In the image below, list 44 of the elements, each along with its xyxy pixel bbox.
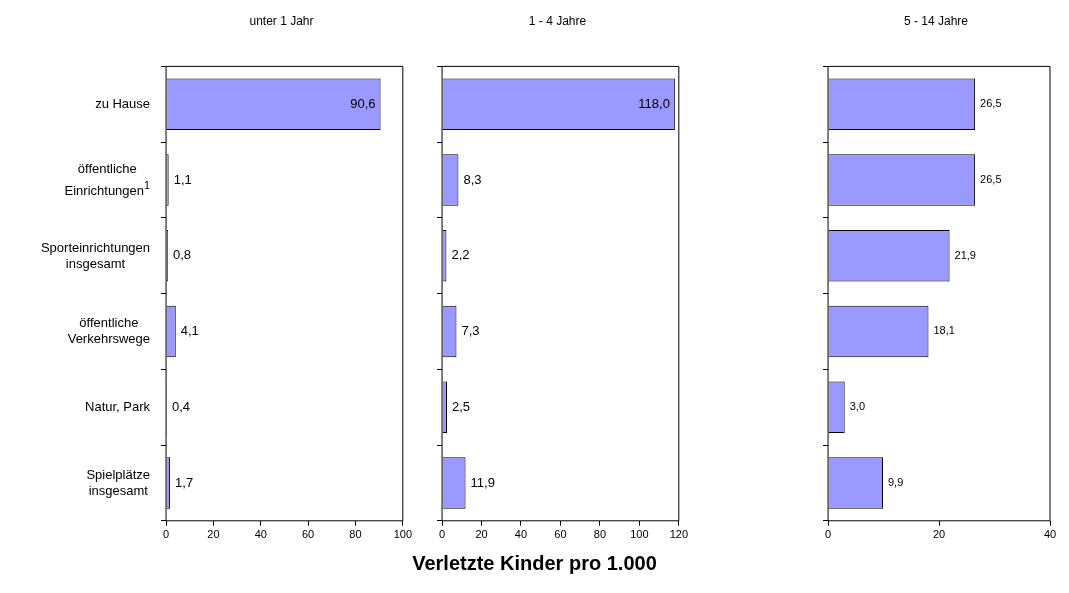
y-tick-label: zu Hause xyxy=(95,96,151,113)
data-label: 21,9 xyxy=(954,248,976,261)
x-tick-label: 60 xyxy=(301,528,315,541)
y-tick-label: öffentliche Verkehrswege xyxy=(67,315,151,348)
data-label: 3,0 xyxy=(849,400,865,413)
x-tick-label: 0 xyxy=(163,528,170,541)
data-label: 1,1 xyxy=(173,171,192,187)
chart-title: 1 - 4 Jahre xyxy=(528,13,587,28)
data-label: 9,9 xyxy=(887,475,904,488)
data-label: 2,2 xyxy=(451,247,470,263)
x-tick-label: 120 xyxy=(669,528,688,541)
data-label: 0,8 xyxy=(172,247,192,263)
y-tick-label: Natur, Park xyxy=(85,399,151,416)
y-tick-label: Spielplätze insgesamt xyxy=(86,466,151,499)
x-tick-label: 20 xyxy=(207,528,220,541)
x-tick-label: 0 xyxy=(439,528,446,541)
chart-title: unter 1 Jahr xyxy=(249,13,314,28)
chart-title: 5 - 14 Jahre xyxy=(903,13,969,28)
x-tick-label: 100 xyxy=(393,528,412,541)
data-label: 90,6 xyxy=(350,95,376,111)
x-tick-label: 100 xyxy=(630,528,649,541)
data-label: 7,3 xyxy=(461,323,480,339)
data-label: 1,7 xyxy=(175,474,194,490)
x-tick-label: 40 xyxy=(514,528,528,541)
x-tick-label: 20 xyxy=(475,528,488,541)
x-tick-label: 20 xyxy=(932,528,946,541)
x-tick-label: 80 xyxy=(349,528,362,541)
data-label: 118,0 xyxy=(638,95,670,111)
data-label: 11,9 xyxy=(470,474,495,490)
data-label: 26,5 xyxy=(980,173,1002,186)
x-axis-title: Verletzte Kinder pro 1.000 xyxy=(411,552,658,575)
x-tick-label: 40 xyxy=(254,528,267,541)
x-tick-label: 0 xyxy=(825,528,832,541)
data-label: 4,1 xyxy=(180,323,199,339)
y-tick-label: Sporteinrichtungen insgesamt xyxy=(40,239,151,272)
data-label: 0,4 xyxy=(172,398,191,414)
x-tick-label: 60 xyxy=(554,528,567,541)
data-label: 18,1 xyxy=(933,324,955,337)
data-label: 8,3 xyxy=(463,171,482,187)
y-tick-label: öffentliche Einrichtungen$^{1}$ xyxy=(64,161,151,199)
data-label: 26,5 xyxy=(980,97,1002,110)
x-tick-label: 80 xyxy=(593,528,607,541)
data-label: 2,5 xyxy=(451,398,471,414)
x-tick-label: 40 xyxy=(1043,528,1057,541)
